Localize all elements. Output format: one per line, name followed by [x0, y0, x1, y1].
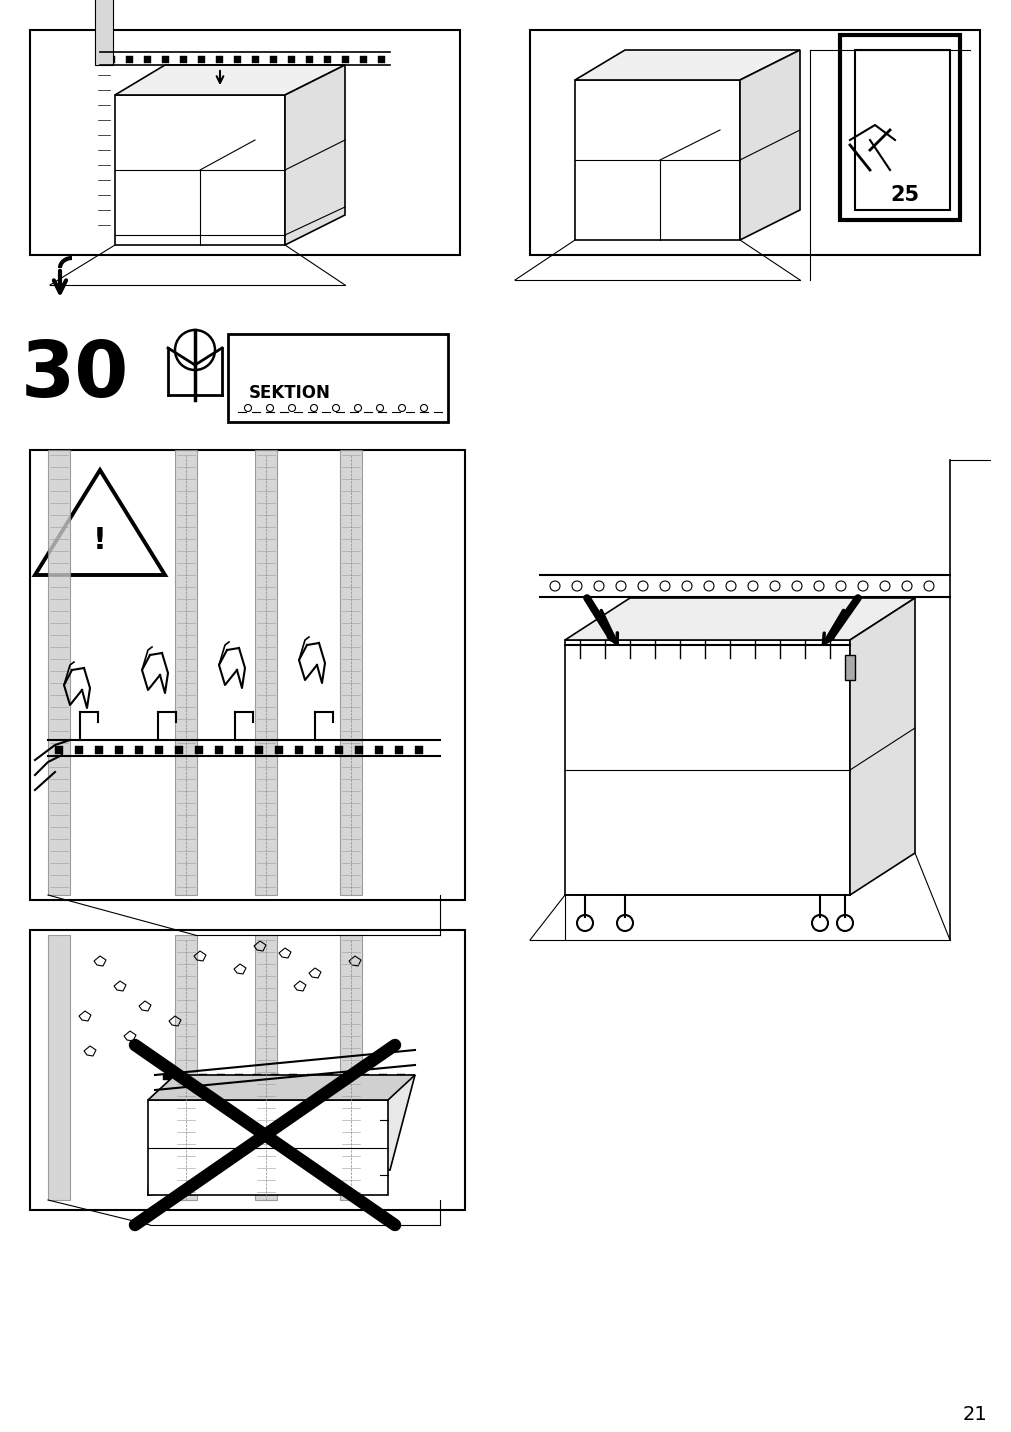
Bar — [175, 935, 197, 1200]
Bar — [288, 56, 295, 63]
Bar — [162, 56, 169, 63]
Bar — [306, 1074, 314, 1080]
Text: 25: 25 — [890, 185, 919, 205]
Bar — [340, 450, 362, 895]
Bar — [255, 450, 277, 895]
Text: SEKTION: SEKTION — [249, 384, 331, 402]
Bar — [175, 450, 197, 895]
Bar — [854, 50, 949, 211]
Bar — [271, 1074, 279, 1080]
Polygon shape — [564, 640, 849, 895]
Bar — [235, 1074, 243, 1080]
Bar — [199, 1074, 207, 1080]
Bar — [379, 1074, 386, 1080]
Bar — [227, 334, 448, 422]
Polygon shape — [148, 1075, 415, 1100]
Bar — [361, 1074, 369, 1080]
Bar — [95, 746, 103, 755]
Bar — [30, 450, 464, 899]
Bar — [155, 746, 163, 755]
Bar — [144, 56, 151, 63]
Bar — [394, 746, 402, 755]
Polygon shape — [574, 50, 800, 80]
Bar — [163, 1074, 171, 1080]
Bar — [55, 746, 63, 755]
Bar — [181, 1074, 189, 1080]
Bar — [75, 746, 83, 755]
Polygon shape — [564, 599, 914, 640]
Bar — [48, 935, 70, 1200]
Polygon shape — [148, 1100, 387, 1194]
Bar — [375, 746, 382, 755]
Polygon shape — [115, 64, 345, 95]
Bar — [355, 746, 363, 755]
Bar — [530, 30, 979, 255]
Bar — [234, 56, 241, 63]
Bar — [255, 746, 263, 755]
Bar — [95, 0, 113, 64]
Bar — [314, 746, 323, 755]
Polygon shape — [115, 95, 285, 245]
Bar — [378, 56, 384, 63]
Bar — [335, 746, 343, 755]
Bar — [295, 746, 302, 755]
Bar — [839, 34, 959, 221]
Text: 21: 21 — [961, 1405, 987, 1425]
Bar — [195, 746, 203, 755]
Bar — [275, 746, 283, 755]
Bar — [30, 30, 460, 255]
Bar — [214, 746, 222, 755]
Bar — [289, 1074, 296, 1080]
Text: !: ! — [93, 526, 107, 554]
Bar — [216, 1074, 224, 1080]
Bar — [396, 1074, 404, 1080]
Bar — [134, 746, 143, 755]
Bar — [325, 1074, 333, 1080]
Bar — [343, 1074, 351, 1080]
Bar — [324, 56, 331, 63]
Bar — [235, 746, 243, 755]
Bar — [255, 935, 277, 1200]
Circle shape — [175, 329, 214, 369]
Bar — [115, 746, 123, 755]
Text: 30: 30 — [21, 337, 129, 412]
Bar — [340, 935, 362, 1200]
Polygon shape — [574, 80, 739, 241]
Bar — [215, 56, 222, 63]
Bar — [342, 56, 349, 63]
Bar — [30, 929, 464, 1210]
Bar — [48, 450, 70, 895]
Polygon shape — [739, 50, 800, 241]
Bar — [198, 56, 205, 63]
Bar — [108, 56, 115, 63]
Bar — [305, 56, 312, 63]
Bar — [253, 1074, 261, 1080]
Bar — [360, 56, 367, 63]
Polygon shape — [849, 599, 914, 895]
Bar — [180, 56, 187, 63]
Bar — [844, 654, 854, 680]
Polygon shape — [148, 1075, 415, 1194]
Bar — [270, 56, 277, 63]
Bar — [252, 56, 259, 63]
Bar — [126, 56, 132, 63]
Polygon shape — [285, 64, 345, 245]
Bar — [175, 746, 183, 755]
Bar — [415, 746, 423, 755]
